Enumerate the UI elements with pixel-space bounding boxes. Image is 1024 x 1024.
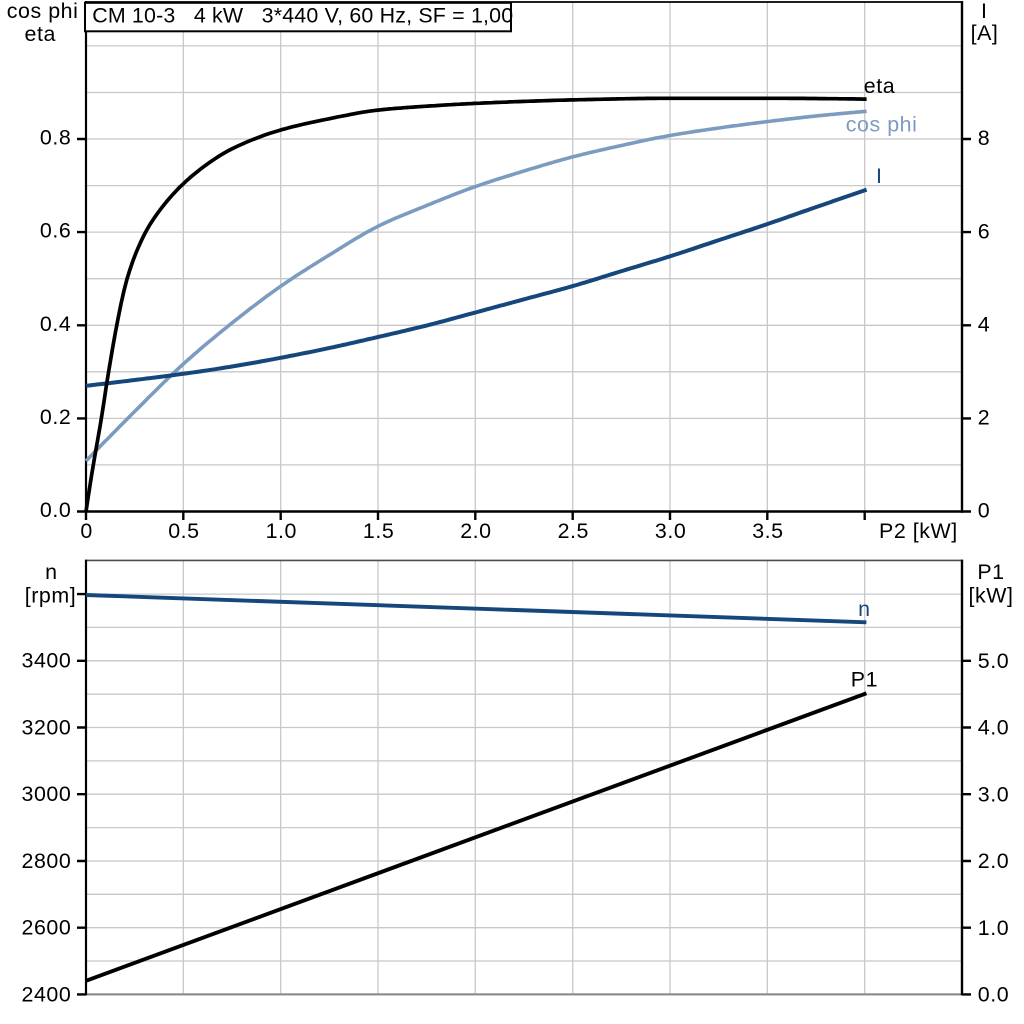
svg-text:cos phi: cos phi xyxy=(7,0,79,23)
svg-text:0: 0 xyxy=(80,519,92,543)
svg-text:8: 8 xyxy=(978,126,990,150)
svg-text:eta: eta xyxy=(25,22,56,46)
svg-text:1.0: 1.0 xyxy=(266,519,297,543)
svg-text:0.5: 0.5 xyxy=(168,519,199,543)
svg-text:1.5: 1.5 xyxy=(363,519,394,543)
svg-text:0: 0 xyxy=(978,499,990,523)
svg-text:P1: P1 xyxy=(851,667,878,691)
svg-text:2.0: 2.0 xyxy=(978,849,1009,873)
svg-text:0.6: 0.6 xyxy=(40,219,71,243)
svg-text:[A]: [A] xyxy=(971,21,999,45)
svg-text:4.0: 4.0 xyxy=(978,716,1009,740)
svg-text:0.8: 0.8 xyxy=(40,126,71,150)
svg-text:3400: 3400 xyxy=(22,649,72,673)
svg-text:[rpm]: [rpm] xyxy=(25,584,76,608)
svg-text:eta: eta xyxy=(864,74,895,98)
svg-text:P2 [kW]: P2 [kW] xyxy=(879,519,958,543)
svg-text:0.4: 0.4 xyxy=(40,312,71,336)
svg-text:2.5: 2.5 xyxy=(558,519,589,543)
svg-text:2600: 2600 xyxy=(22,916,72,940)
svg-text:1.0: 1.0 xyxy=(978,916,1009,940)
svg-text:cos phi: cos phi xyxy=(846,113,918,137)
svg-text:n: n xyxy=(45,560,57,584)
svg-text:n: n xyxy=(858,597,870,621)
svg-text:5.0: 5.0 xyxy=(978,649,1009,673)
svg-text:0.2: 0.2 xyxy=(40,405,71,429)
svg-text:6: 6 xyxy=(978,219,990,243)
svg-text:2.0: 2.0 xyxy=(460,519,491,543)
svg-text:2800: 2800 xyxy=(22,849,72,873)
svg-text:3.5: 3.5 xyxy=(752,519,783,543)
svg-text:4: 4 xyxy=(978,313,990,337)
svg-text:I: I xyxy=(876,164,883,188)
svg-text:2400: 2400 xyxy=(22,982,72,1006)
svg-text:CM 10-3 4 kW 3*440 V, 60 H: CM 10-3 4 kW 3*440 V, 60 Hz, SF = 1,00 xyxy=(92,3,513,27)
svg-text:3.0: 3.0 xyxy=(655,519,686,543)
svg-text:0.0: 0.0 xyxy=(40,498,71,522)
svg-text:2: 2 xyxy=(978,406,990,430)
svg-text:P1: P1 xyxy=(977,560,1004,584)
svg-text:I: I xyxy=(981,0,988,23)
svg-text:3.0: 3.0 xyxy=(978,782,1009,806)
svg-text:[kW]: [kW] xyxy=(969,584,1014,608)
svg-text:0.0: 0.0 xyxy=(978,983,1009,1007)
svg-text:3000: 3000 xyxy=(22,782,72,806)
svg-text:3200: 3200 xyxy=(22,715,72,739)
